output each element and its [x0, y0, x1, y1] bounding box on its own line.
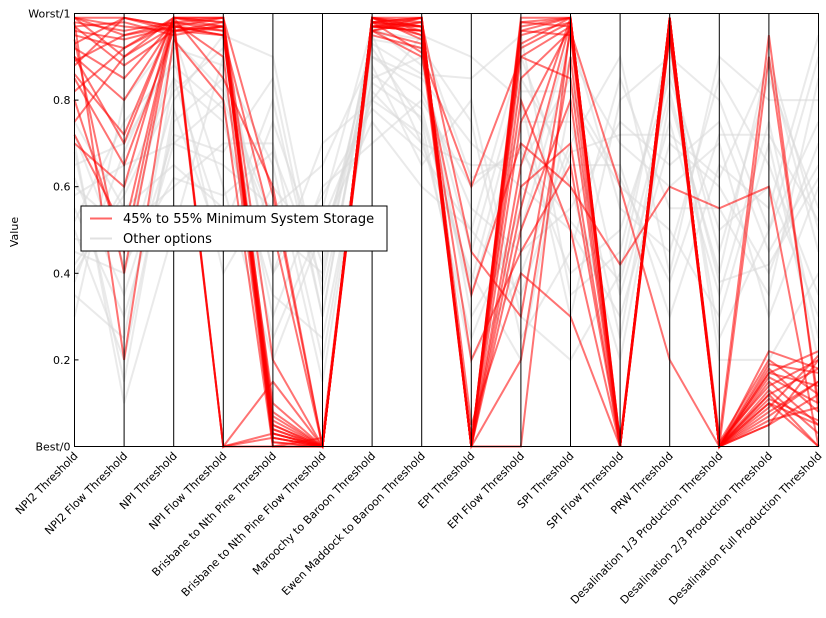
highlighted-option-lines [73, 15, 820, 450]
y-ticks: Best/0 0.2 0.4 0.6 0.8 Worst/1 [28, 8, 79, 454]
axis-label-1: NPI2 Flow Threshold [42, 449, 130, 537]
highlighted-option-line-12 [73, 16, 820, 449]
y-tick-label-1: 0.2 [53, 354, 71, 367]
other-option-line-10 [73, 55, 820, 255]
y-axis-label: Value [8, 217, 21, 247]
y-tick-label-2: 0.4 [53, 267, 71, 280]
highlighted-option-line-23 [73, 16, 819, 449]
other-option-line-16 [73, 29, 820, 286]
other-option-line-14 [73, 33, 820, 342]
y-tick-label-4: 0.8 [53, 94, 71, 107]
y-tick-label-0: Best/0 [35, 441, 70, 454]
legend: 45% to 55% Minimum System Storage Other … [80, 205, 388, 252]
y-tick-label-5: Worst/1 [28, 8, 70, 21]
legend-box [80, 205, 388, 252]
y-tick-label-3: 0.6 [53, 181, 71, 194]
legend-label-other: Other options [123, 232, 212, 247]
legend-label-highlighted: 45% to 55% Minimum System Storage [123, 212, 374, 227]
